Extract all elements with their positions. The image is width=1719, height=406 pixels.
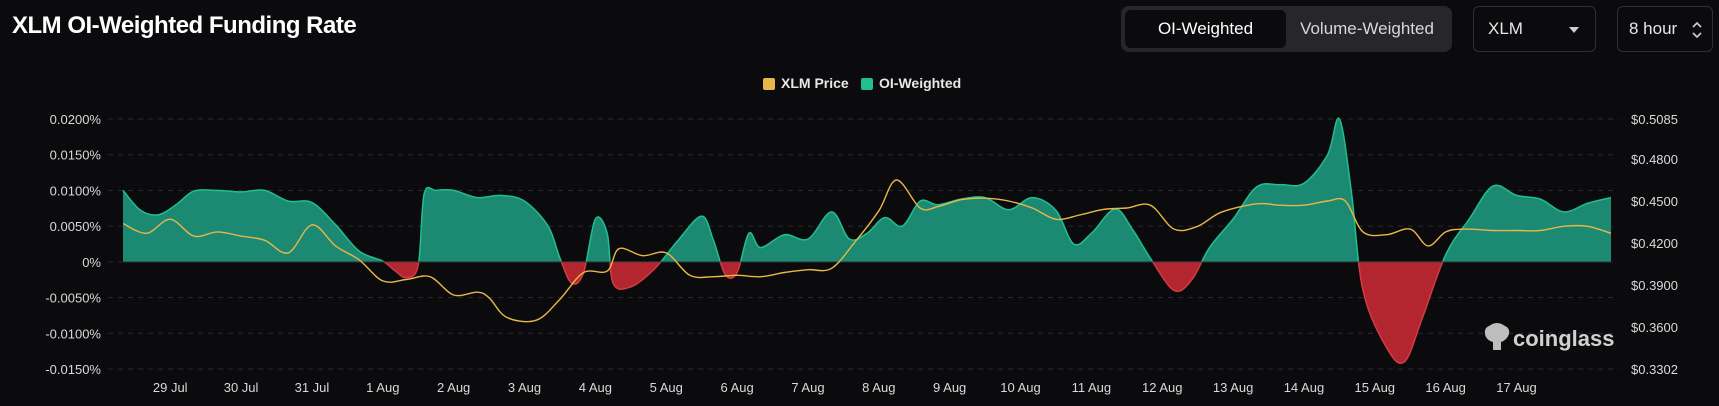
y-tick-label-left: -0.0050% <box>45 291 101 306</box>
legend-label-oi-weighted[interactable]: OI-Weighted <box>879 75 962 91</box>
x-tick-label: 7 Aug <box>791 380 824 395</box>
y-tick-label-left: 0% <box>82 255 101 270</box>
x-tick-label: 11 Aug <box>1072 380 1112 395</box>
coin-select[interactable]: XLM <box>1473 6 1596 52</box>
x-tick-label: 1 Aug <box>366 380 399 395</box>
y-tick-label-right: $0.3900 <box>1631 278 1678 293</box>
interval-select[interactable]: 8 hour <box>1617 6 1713 52</box>
y-tick-label-right: $0.5085 <box>1631 112 1678 127</box>
x-tick-label: 30 Jul <box>224 380 259 395</box>
funding-area-negative <box>384 261 1443 364</box>
y-tick-label-right: $0.3302 <box>1631 362 1678 377</box>
x-tick-label: 15 Aug <box>1355 380 1396 395</box>
chevron-down-icon <box>1569 27 1579 33</box>
x-tick-label: 9 Aug <box>933 380 966 395</box>
y-tick-label-left: -0.0100% <box>45 326 101 341</box>
x-tick-label: 2 Aug <box>437 380 470 395</box>
coinglass-watermark: coinglass <box>1513 326 1614 351</box>
page-title: XLM OI-Weighted Funding Rate <box>12 12 357 39</box>
x-tick-label: 29 Jul <box>153 380 188 395</box>
coinglass-logo-shape <box>1484 323 1510 350</box>
tab-oi-weighted[interactable]: OI-Weighted <box>1125 10 1286 48</box>
weighting-toggle: OI-Weighted Volume-Weighted <box>1121 6 1452 52</box>
y-tick-label-left: 0.0100% <box>50 183 102 198</box>
up-down-chevron-icon <box>1692 21 1702 39</box>
y-tick-label-right: $0.4500 <box>1631 194 1678 209</box>
y-tick-label-left: -0.0150% <box>45 362 101 377</box>
x-tick-label: 6 Aug <box>720 380 753 395</box>
x-tick-label: 17 Aug <box>1496 380 1537 395</box>
coinglass-logo-icon <box>1484 323 1510 350</box>
x-tick-label: 31 Jul <box>295 380 330 395</box>
y-tick-label-left: 0.0200% <box>50 112 102 127</box>
coin-select-value: XLM <box>1488 19 1523 38</box>
y-tick-label-right: $0.4800 <box>1631 152 1678 167</box>
chart-legend: XLM Price OI-Weighted <box>0 75 1719 95</box>
interval-select-value: 8 hour <box>1629 19 1678 38</box>
x-tick-label: 8 Aug <box>862 380 895 395</box>
x-tick-label: 4 Aug <box>579 380 612 395</box>
y-tick-label-right: $0.4200 <box>1631 236 1678 251</box>
x-tick-label: 13 Aug <box>1213 380 1254 395</box>
x-tick-label: 10 Aug <box>1000 380 1041 395</box>
x-tick-label: 14 Aug <box>1284 380 1325 395</box>
tab-volume-weighted[interactable]: Volume-Weighted <box>1300 19 1434 38</box>
y-tick-label-right: $0.3600 <box>1631 320 1678 335</box>
funding-line-positive <box>122 117 1612 262</box>
y-tick-label-left: 0.0150% <box>50 148 102 163</box>
funding-area-positive <box>123 118 1611 262</box>
price-line <box>122 179 1612 323</box>
legend-swatch-price <box>763 78 775 90</box>
x-tick-label: 12 Aug <box>1142 380 1183 395</box>
y-tick-label-left: 0.0050% <box>50 219 102 234</box>
x-tick-label: 3 Aug <box>508 380 541 395</box>
legend-swatch-oi-weighted <box>861 78 873 90</box>
x-tick-label: 5 Aug <box>650 380 683 395</box>
x-tick-label: 16 Aug <box>1425 380 1466 395</box>
legend-label-price[interactable]: XLM Price <box>781 75 849 91</box>
funding-line-negative <box>382 261 1444 365</box>
